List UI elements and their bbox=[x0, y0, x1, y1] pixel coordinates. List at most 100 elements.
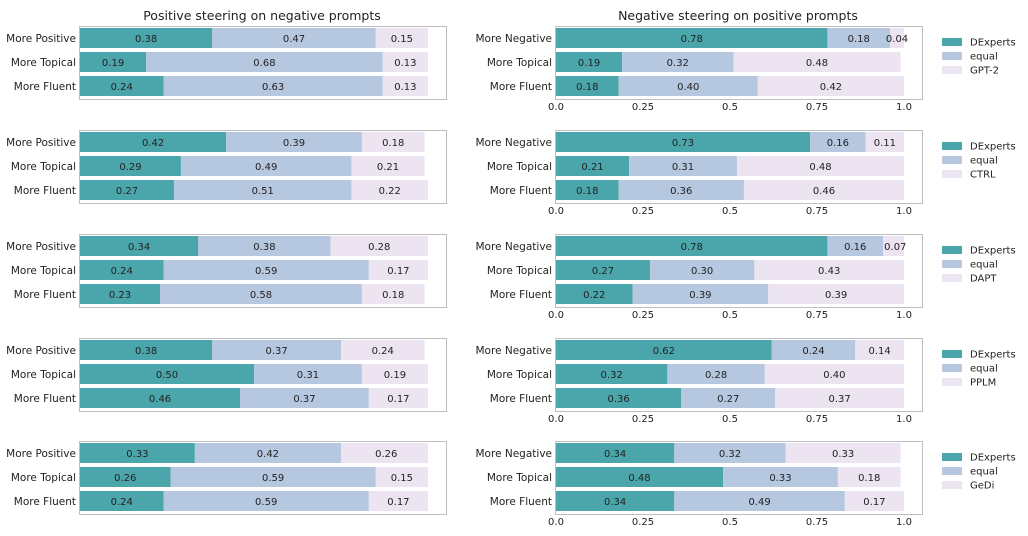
bar-value-label: 0.28 bbox=[368, 242, 390, 253]
x-tick-label: 0.0 bbox=[548, 206, 564, 217]
bar-value-label: 0.62 bbox=[653, 346, 675, 357]
x-tick-label: 0.75 bbox=[806, 517, 828, 528]
x-tick-label: 0.0 bbox=[548, 517, 564, 528]
bar-value-label: 0.47 bbox=[283, 34, 305, 45]
category-label: More Positive bbox=[6, 345, 76, 357]
x-tick-label: 1.0 bbox=[896, 517, 912, 528]
category-label: More Topical bbox=[487, 369, 552, 381]
category-label: More Topical bbox=[11, 472, 76, 484]
category-label: More Fluent bbox=[14, 393, 76, 405]
bar-value-label: 0.43 bbox=[818, 266, 840, 277]
bar-segment-equal bbox=[163, 76, 383, 96]
bar-segment-dexperts bbox=[80, 443, 195, 463]
bar-segment-baseline bbox=[382, 76, 428, 96]
panel-frame bbox=[79, 26, 447, 100]
legend-label: equal bbox=[970, 52, 998, 63]
left-column-title: Positive steering on negative prompts bbox=[143, 8, 381, 23]
bar-value-label: 0.33 bbox=[769, 473, 791, 484]
bar-segment-dexperts bbox=[80, 260, 164, 280]
bar-segment-dexperts bbox=[556, 180, 619, 200]
x-tick-label: 0.5 bbox=[722, 414, 738, 425]
bar-segment-baseline bbox=[775, 388, 904, 408]
legend-swatch-baseline bbox=[942, 274, 962, 282]
bar-segment-dexperts bbox=[556, 443, 675, 463]
bar-segment-dexperts bbox=[556, 28, 828, 48]
bar-value-label: 0.39 bbox=[689, 290, 711, 301]
bar-value-label: 0.37 bbox=[828, 394, 850, 405]
bar-segment-baseline bbox=[341, 443, 428, 463]
bar-segment-dexperts bbox=[80, 156, 181, 176]
bar-segment-equal bbox=[681, 388, 776, 408]
bar-value-label: 0.58 bbox=[250, 290, 272, 301]
panel-left-4: More Positive 0.33 0.42 0.26 More Topical 0.2… bbox=[6, 441, 447, 515]
legend-label: GPT-2 bbox=[970, 66, 999, 77]
bar-value-label: 0.26 bbox=[375, 449, 397, 460]
panel-frame bbox=[79, 234, 447, 308]
bar-segment-equal bbox=[667, 364, 765, 384]
panel-right-0: More Negative 0.78 0.18 0.04 More Topical 0.1… bbox=[476, 26, 923, 113]
bar-segment-equal bbox=[723, 467, 838, 487]
bar-segment-baseline bbox=[330, 236, 428, 256]
bar-segment-dexperts bbox=[80, 236, 199, 256]
category-label: More Topical bbox=[11, 57, 76, 69]
legend-1: DExperts equal CTRL bbox=[942, 142, 1016, 181]
bar-segment-baseline bbox=[351, 180, 428, 200]
bar-value-label: 0.18 bbox=[576, 82, 598, 93]
bar-value-label: 0.30 bbox=[691, 266, 713, 277]
bar-value-label: 0.19 bbox=[384, 370, 406, 381]
bar-value-label: 0.78 bbox=[681, 242, 703, 253]
bar-segment-equal bbox=[827, 236, 884, 256]
x-tick-label: 0.75 bbox=[806, 310, 828, 321]
bar-value-label: 0.18 bbox=[576, 186, 598, 197]
bar-value-label: 0.27 bbox=[717, 394, 739, 405]
bar-segment-equal bbox=[180, 156, 352, 176]
bar-value-label: 0.27 bbox=[592, 266, 614, 277]
bar-segment-equal bbox=[618, 180, 744, 200]
category-label: More Fluent bbox=[490, 81, 552, 93]
category-label: More Topical bbox=[11, 265, 76, 277]
legend-label: equal bbox=[970, 364, 998, 375]
legend-label: PPLM bbox=[970, 378, 996, 389]
x-tick-label: 0.5 bbox=[722, 310, 738, 321]
bar-segment-equal bbox=[194, 443, 341, 463]
bar-value-label: 0.22 bbox=[379, 186, 401, 197]
x-tick-label: 0.25 bbox=[632, 414, 654, 425]
category-label: More Positive bbox=[6, 137, 76, 149]
bar-value-label: 0.39 bbox=[283, 138, 305, 149]
bar-value-label: 0.26 bbox=[114, 473, 136, 484]
bar-segment-baseline bbox=[368, 260, 428, 280]
bar-value-label: 0.38 bbox=[135, 34, 157, 45]
bar-value-label: 0.18 bbox=[382, 138, 404, 149]
bar-value-label: 0.49 bbox=[748, 497, 770, 508]
bar-value-label: 0.16 bbox=[827, 138, 849, 149]
x-tick-label: 0.5 bbox=[722, 517, 738, 528]
bar-segment-equal bbox=[618, 76, 758, 96]
bar-segment-dexperts bbox=[556, 236, 828, 256]
bar-value-label: 0.40 bbox=[823, 370, 845, 381]
legend-4: DExperts equal GeDi bbox=[942, 453, 1016, 492]
bar-segment-baseline bbox=[361, 364, 428, 384]
x-tick-label: 0.75 bbox=[806, 102, 828, 113]
panel-right-2: More Negative 0.78 0.16 0.07 More Topical 0.2… bbox=[476, 234, 923, 321]
bar-segment-equal bbox=[629, 156, 737, 176]
bar-value-label: 0.36 bbox=[608, 394, 630, 405]
bar-segment-dexperts bbox=[80, 132, 227, 152]
bar-segment-baseline bbox=[375, 467, 428, 487]
x-tick-label: 0.5 bbox=[722, 102, 738, 113]
legend-swatch-equal bbox=[942, 467, 962, 475]
legend-label: equal bbox=[970, 156, 998, 167]
bar-segment-baseline bbox=[837, 467, 901, 487]
panel-frame bbox=[79, 338, 447, 412]
legend-swatch-baseline bbox=[942, 481, 962, 489]
panel-right-3: More Negative 0.62 0.24 0.14 More Topical 0.3… bbox=[476, 338, 923, 425]
legend-swatch-dexperts bbox=[942, 350, 962, 358]
panel-frame bbox=[79, 441, 447, 515]
bar-value-label: 0.49 bbox=[255, 162, 277, 173]
bar-segment-dexperts bbox=[556, 388, 682, 408]
bar-segment-baseline bbox=[382, 52, 428, 72]
category-label: More Topical bbox=[487, 472, 552, 484]
bar-segment-equal bbox=[674, 491, 845, 511]
bar-value-label: 0.42 bbox=[142, 138, 164, 149]
bar-segment-dexperts bbox=[556, 340, 772, 360]
